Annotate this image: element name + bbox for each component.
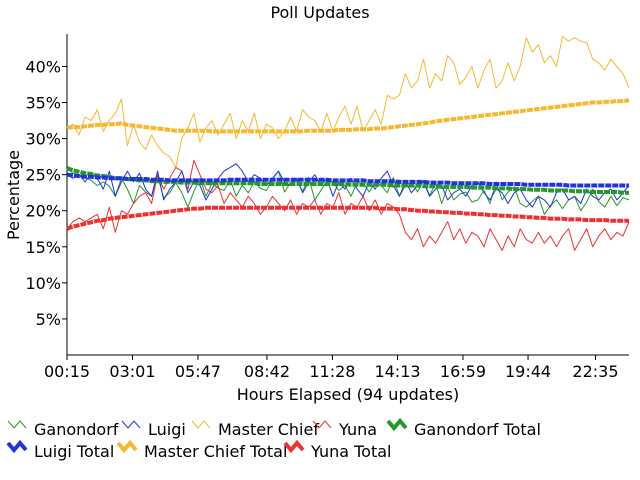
- x-tick-label: 14:13: [374, 362, 420, 381]
- x-tick-label: 08:42: [244, 362, 290, 381]
- legend-label-master-chief-total: Master Chief Total: [144, 442, 287, 461]
- series-line-yuna-total: [66, 205, 629, 231]
- legend-swatch-master-chief-total: [116, 439, 138, 454]
- legend-swatch-ganondorf: [7, 420, 27, 429]
- legend: Ganondorf Luigi Master Chief Yuna Ganondorf …: [6, 417, 541, 461]
- legend-label-luigi: Luigi: [148, 420, 186, 439]
- x-tick-label: 03:01: [109, 362, 155, 381]
- x-tick-label: 05:47: [175, 362, 221, 381]
- legend-label-luigi-total: Luigi Total: [34, 442, 114, 461]
- series-line-master-chief-total: [66, 98, 630, 134]
- chart-title: Poll Updates: [270, 3, 369, 22]
- x-tick-label: 00:15: [44, 362, 90, 381]
- y-axis-label: Percentage: [4, 150, 23, 240]
- x-tick-label: 11:28: [309, 362, 355, 381]
- legend-swatch-master-chief: [191, 420, 211, 429]
- y-tick-label: 25%: [25, 166, 61, 185]
- legend-label-ganondorf: Ganondorf: [34, 420, 119, 439]
- legend-swatch-yuna-total: [283, 439, 305, 454]
- series-line-master-chief: [66, 35, 630, 168]
- x-tick-label: 16:59: [440, 362, 486, 381]
- x-tick-label: 22:35: [572, 362, 618, 381]
- series-line-yuna: [66, 159, 630, 251]
- x-axis-label: Hours Elapsed (94 updates): [237, 385, 460, 404]
- y-tick-label: 35%: [25, 94, 61, 113]
- legend-swatch-luigi-total: [6, 439, 28, 454]
- legend-label-ganondorf-total: Ganondorf Total: [414, 420, 541, 439]
- legend-label-yuna: Yuna: [338, 420, 377, 439]
- legend-label-yuna-total: Yuna Total: [310, 442, 391, 461]
- series-lines: [66, 35, 630, 251]
- y-tick-label: 5%: [36, 310, 61, 329]
- plot-area: 5%10%15%20%25%30%35%40% 00:15 03:01 05:47 0…: [25, 34, 630, 381]
- series-line-luigi-total: [66, 172, 629, 188]
- y-tick-label: 15%: [25, 238, 61, 257]
- y-tick-label: 10%: [25, 274, 61, 293]
- legend-label-master-chief: Master Chief: [218, 420, 319, 439]
- legend-swatch-ganondorf-total: [386, 417, 408, 432]
- x-tick-label: 19:44: [505, 362, 551, 381]
- x-ticks: 00:15 03:01 05:47 08:42 11:28 14:13 16:59 19:44…: [44, 355, 619, 381]
- y-tick-label: 40%: [25, 57, 61, 76]
- legend-swatch-yuna: [312, 420, 332, 429]
- y-tick-label: 30%: [25, 130, 61, 149]
- y-tick-label: 20%: [25, 202, 61, 221]
- legend-swatch-luigi: [121, 420, 141, 429]
- y-ticks: 5% 10% 15% 20% 25% 30% 35% 40%: [25, 57, 67, 329]
